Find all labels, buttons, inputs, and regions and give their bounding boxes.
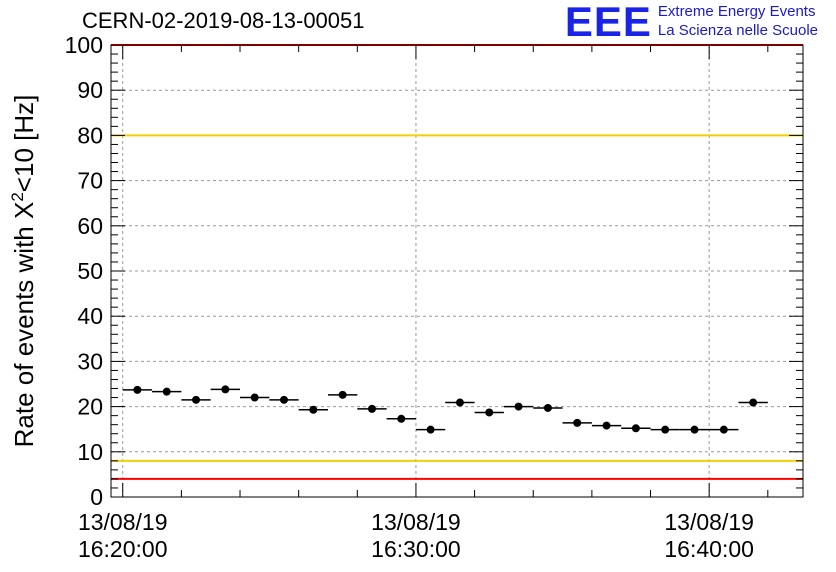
data-point	[338, 390, 347, 399]
logo-mark: EEE	[564, 0, 652, 45]
data-point	[397, 414, 406, 423]
x-tick-label-time: 16:40:00	[664, 536, 754, 562]
data-point	[309, 405, 318, 414]
y-tick-label: 0	[90, 484, 103, 510]
data-point	[543, 403, 552, 412]
data-layer	[122, 385, 768, 434]
threshold-layer	[111, 44, 803, 480]
y-tick-label: 90	[77, 77, 103, 103]
data-point	[573, 418, 582, 427]
logo-line-2: La Scienza nelle Scuole	[657, 22, 818, 39]
data-point	[133, 385, 142, 394]
eee-logo: EEE Extreme Energy Events La Scienza nel…	[565, 0, 818, 44]
y-tick-label: 60	[77, 213, 103, 239]
data-point	[367, 404, 376, 413]
y-tick-label: 80	[77, 122, 103, 148]
x-tick-label-date: 13/08/19	[78, 509, 168, 535]
y-tick-label: 40	[77, 303, 103, 329]
data-point	[661, 425, 670, 434]
axis-layer	[110, 44, 804, 498]
data-point	[749, 398, 758, 407]
y-tick-label: 30	[77, 348, 103, 374]
data-point	[192, 395, 201, 404]
data-point	[280, 395, 288, 404]
y-tick-label: 100	[65, 32, 103, 58]
y-tick-label: 50	[77, 258, 103, 284]
logo-line-1: Extreme Energy Events	[657, 3, 816, 20]
data-point	[631, 424, 640, 433]
y-axis-label: Rate of events with X2<10 [Hz]	[8, 95, 39, 448]
data-point	[514, 402, 523, 411]
x-tick-label-date: 13/08/19	[371, 509, 461, 535]
data-point	[602, 421, 611, 430]
y-tick-label: 10	[77, 439, 103, 465]
data-point	[221, 385, 230, 394]
x-tick-label-time: 16:20:00	[78, 536, 168, 562]
data-point	[455, 398, 464, 407]
data-point	[719, 425, 728, 434]
data-point	[162, 387, 171, 396]
logo-text: Extreme Energy Events La Scienza nelle S…	[658, 0, 818, 40]
x-tick-label-date: 13/08/19	[664, 509, 754, 535]
x-tick-label-time: 16:30:00	[371, 536, 461, 562]
data-point	[690, 425, 699, 434]
data-point	[426, 425, 435, 434]
y-tick-label: 20	[77, 394, 103, 420]
y-tick-label: 70	[77, 168, 103, 194]
label-layer: 010203040506070809010013/08/1916:20:0013…	[8, 32, 754, 562]
data-point	[485, 408, 494, 417]
grid-layer	[111, 44, 803, 497]
chart-title: CERN-02-2019-08-13-00051	[82, 8, 365, 33]
data-point	[250, 393, 259, 402]
